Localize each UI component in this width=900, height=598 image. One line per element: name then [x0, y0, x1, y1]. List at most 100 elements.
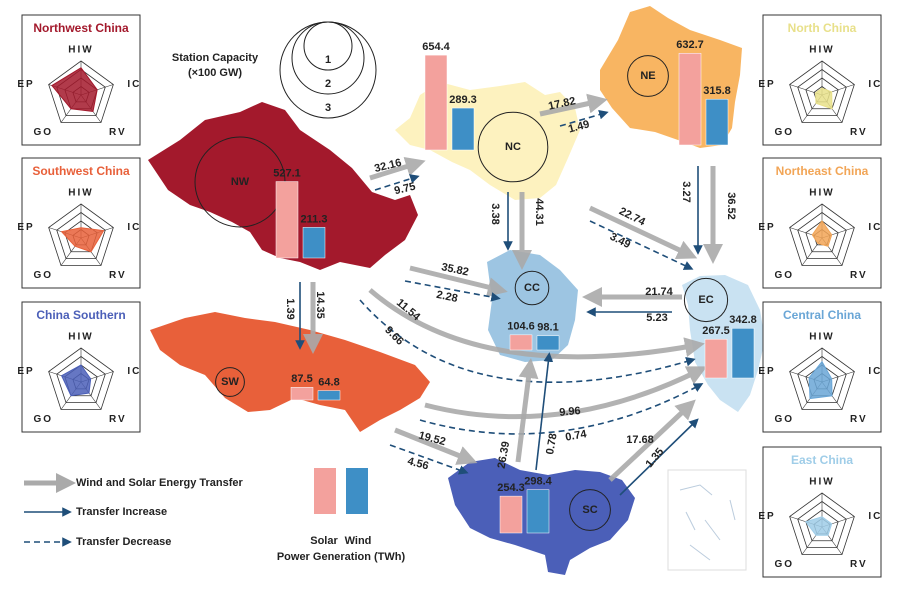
radar-axis-label: EP: [758, 222, 775, 233]
legend-label: Transfer Increase: [76, 506, 167, 518]
transfer-value: 36.52: [725, 192, 737, 220]
change-value: 4.56: [406, 455, 430, 472]
capacity-circle: [279, 21, 377, 119]
capacity-level: 2: [325, 78, 331, 90]
capacity-circle: [477, 111, 549, 183]
radar-axis-label: GO: [774, 127, 794, 138]
region-name: EC: [698, 294, 713, 306]
change-value: 9.75: [393, 180, 417, 197]
capacity-unit: (×100 GW): [188, 67, 242, 79]
radar-panel: North China HIW IC RV GO EP: [758, 14, 882, 146]
radar-title: Northwest China: [33, 21, 129, 35]
transfer-arrow: [539, 93, 608, 117]
decrease-arrow: [389, 444, 469, 475]
radar-axis-label: IC: [127, 222, 141, 233]
radar-ring: [789, 492, 855, 555]
decrease-arrow: [589, 220, 694, 270]
region-name: NC: [505, 141, 521, 153]
change-value: 5.23: [646, 312, 667, 324]
transfer-arrow: [515, 358, 539, 463]
radar-axis-label: IC: [127, 366, 141, 377]
radar-axis-label: HIW: [809, 188, 834, 199]
radar-axis-label: EP: [758, 366, 775, 377]
increase-arrow: [619, 418, 699, 496]
radar-panel: Central China HIW IC RV GO EP: [758, 301, 882, 433]
change-value: 3.38: [489, 203, 501, 224]
change-value: 0.78: [544, 432, 560, 455]
legend-wind: Wind: [345, 535, 372, 547]
radar-ring: [56, 356, 106, 404]
radar-axis-label: RV: [109, 270, 127, 281]
region-shape-cc: [487, 250, 578, 362]
radar-axis-label: GO: [33, 270, 53, 281]
radar-area: [51, 67, 98, 113]
solar-bar: [275, 181, 299, 259]
radar-axis-label: EP: [17, 79, 34, 90]
region-name: CC: [524, 282, 540, 294]
wind-value: 315.8: [703, 85, 731, 97]
radar-ring: [48, 60, 114, 123]
radar-axis-label: GO: [33, 127, 53, 138]
legend-solar-swatch: [314, 468, 336, 514]
legend-solar: Solar: [310, 535, 338, 547]
wind-value: 289.3: [449, 94, 477, 106]
solar-bar: [704, 338, 728, 379]
radar-axis-label: GO: [774, 559, 794, 570]
capacity-circle: [683, 277, 729, 323]
radar-axis-label: RV: [850, 127, 868, 138]
radar-axis-label: HIW: [809, 332, 834, 343]
solar-value: 87.5: [291, 373, 312, 385]
transfer-value: 9.96: [559, 405, 581, 419]
capacity-circle: [627, 55, 669, 97]
decrease-arrow: [374, 174, 420, 191]
radar-area: [60, 227, 105, 253]
transfer-value: 17.82: [547, 95, 576, 112]
inset-map: [667, 469, 747, 571]
radar-panel: China Southern HIW IC RV GO EP: [17, 301, 141, 433]
radar-axis-label: EP: [758, 511, 775, 522]
radar-area: [808, 360, 833, 400]
change-value: 0.74: [564, 428, 588, 444]
transfer-value: 14.35: [314, 291, 326, 319]
wind-bar: [705, 98, 729, 146]
capacity-level: 3: [325, 102, 331, 114]
radar-axis-label: IC: [868, 79, 882, 90]
radar-axis-label: EP: [17, 366, 34, 377]
capacity-title: Station Capacity: [172, 52, 259, 64]
radar-area: [60, 364, 92, 397]
radar-ring: [797, 356, 847, 404]
legend-label: Wind and Solar Energy Transfer: [76, 477, 243, 489]
radar-ring: [48, 347, 114, 410]
region-name: NW: [231, 176, 250, 188]
region-name: SC: [582, 504, 597, 516]
radar-axis-label: IC: [127, 79, 141, 90]
transfer-arrow: [394, 427, 478, 465]
inset-lines: [679, 484, 736, 561]
radar-title: Southwest China: [32, 164, 130, 178]
change-value: 3.49: [608, 231, 633, 251]
radar-axis-label: GO: [33, 414, 53, 425]
capacity-circle: [215, 367, 245, 397]
radar-ring: [48, 203, 114, 266]
change-value: 2.28: [435, 289, 458, 305]
wind-bar: [317, 390, 341, 401]
decrease-arrow: [404, 280, 501, 302]
solar-value: 527.1: [273, 167, 301, 179]
radar-axis-label: IC: [868, 511, 882, 522]
radar-ring: [805, 220, 839, 253]
decrease-arrow: [419, 383, 704, 435]
decrease-arrow: [359, 299, 696, 384]
radar-axis-label: HIW: [68, 332, 93, 343]
radar-axis-label: GO: [774, 270, 794, 281]
radar-title: Central China: [783, 308, 861, 322]
radar-panel: Northwest China HIW IC RV GO EP: [17, 14, 141, 146]
transfer-arrow: [369, 157, 426, 181]
radar-ring: [56, 212, 106, 260]
wind-value: 211.3: [301, 213, 328, 225]
transfer-value: 44.31: [533, 198, 545, 226]
legend-label: Transfer Decrease: [76, 536, 171, 548]
wind-value: 342.8: [729, 314, 757, 326]
wind-value: 64.8: [318, 377, 339, 389]
transfer-value: 35.82: [440, 261, 469, 278]
